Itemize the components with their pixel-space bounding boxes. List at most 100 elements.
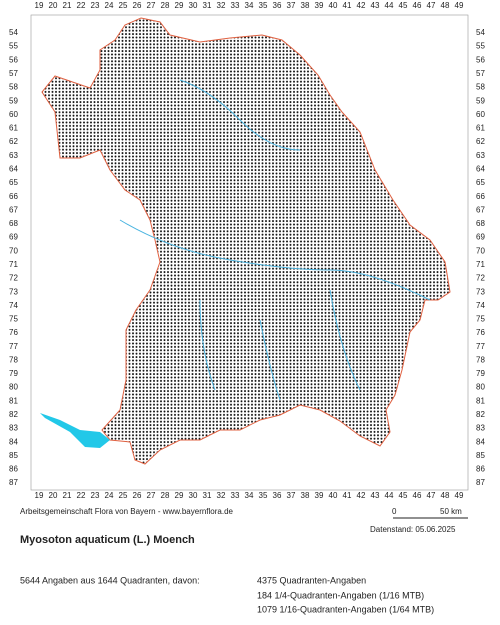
row-label: 69 — [476, 233, 485, 242]
row-label: 84 — [476, 437, 485, 446]
column-label: 26 — [133, 1, 142, 10]
map-frame — [30, 14, 469, 491]
column-label: 48 — [441, 491, 450, 500]
row-label: 60 — [476, 110, 485, 119]
column-label: 39 — [315, 1, 324, 10]
row-label: 59 — [9, 96, 18, 105]
column-label: 22 — [77, 1, 86, 10]
column-label: 36 — [273, 491, 282, 500]
column-label: 40 — [329, 491, 338, 500]
column-label: 26 — [133, 491, 142, 500]
column-label: 41 — [343, 491, 352, 500]
row-label: 60 — [9, 110, 18, 119]
row-label: 83 — [9, 424, 18, 433]
column-label: 25 — [119, 1, 128, 10]
rivers — [119, 79, 431, 401]
stats-line: 184 1/4-Quadranten-Angaben (1/16 MTB) — [257, 590, 424, 600]
row-label: 76 — [476, 328, 485, 337]
row-label: 77 — [476, 342, 485, 351]
row-label: 82 — [9, 410, 18, 419]
column-label: 49 — [455, 491, 464, 500]
scale-start: 0 — [392, 507, 397, 516]
column-label: 25 — [119, 491, 128, 500]
row-label: 78 — [476, 355, 485, 364]
row-label: 57 — [476, 69, 485, 78]
row-label: 62 — [9, 137, 18, 146]
stats-total: 5644 Angaben aus 1644 Quadranten, davon: — [20, 575, 200, 585]
row-label: 74 — [9, 301, 18, 310]
row-label: 64 — [9, 165, 18, 174]
row-label: 61 — [476, 124, 485, 133]
row-label: 78 — [9, 355, 18, 364]
column-label: 42 — [357, 1, 366, 10]
row-label: 71 — [9, 260, 18, 269]
row-label: 67 — [476, 205, 485, 214]
row-label: 79 — [476, 369, 485, 378]
column-label: 34 — [245, 1, 254, 10]
row-label: 65 — [9, 178, 18, 187]
column-label: 47 — [427, 1, 436, 10]
column-label: 20 — [49, 491, 58, 500]
row-label: 79 — [9, 369, 18, 378]
column-label: 23 — [91, 491, 100, 500]
column-label: 28 — [161, 491, 170, 500]
column-label: 27 — [147, 1, 156, 10]
column-label: 46 — [413, 491, 422, 500]
row-label: 75 — [476, 315, 485, 324]
row-label: 73 — [9, 287, 18, 296]
column-label: 44 — [385, 1, 394, 10]
row-label: 58 — [476, 83, 485, 92]
row-label: 86 — [476, 465, 485, 474]
column-label: 30 — [189, 491, 198, 500]
column-label: 38 — [301, 1, 310, 10]
column-label: 33 — [231, 1, 240, 10]
row-label: 74 — [476, 301, 485, 310]
row-label: 67 — [9, 205, 18, 214]
row-label: 56 — [9, 55, 18, 64]
column-label: 45 — [399, 1, 408, 10]
grid: 19 19 20 20 21 21 22 22 23 23 24 24 25 25 26 26 27 27 28 28… — [9, 1, 485, 500]
row-label: 55 — [9, 42, 18, 51]
stats-line: 1079 1/16-Quadranten-Angaben (1/64 MTB) — [257, 604, 434, 614]
column-label: 43 — [371, 1, 380, 10]
lake — [40, 413, 110, 448]
column-label: 41 — [343, 1, 352, 10]
column-label: 36 — [273, 1, 282, 10]
row-label: 86 — [9, 465, 18, 474]
row-label: 58 — [9, 83, 18, 92]
row-label: 83 — [476, 424, 485, 433]
row-label: 59 — [476, 96, 485, 105]
row-label: 64 — [476, 165, 485, 174]
column-label: 49 — [455, 1, 464, 10]
row-label: 76 — [9, 328, 18, 337]
row-label: 56 — [476, 55, 485, 64]
row-label: 81 — [476, 396, 485, 405]
column-label: 43 — [371, 491, 380, 500]
row-label: 66 — [476, 192, 485, 201]
stats-line: 4375 Quadranten-Angaben — [257, 575, 366, 585]
column-label: 29 — [175, 1, 184, 10]
column-label: 31 — [203, 1, 212, 10]
row-label: 80 — [9, 383, 18, 392]
row-label: 70 — [9, 246, 18, 255]
row-label: 69 — [9, 233, 18, 242]
column-label: 22 — [77, 491, 86, 500]
row-label: 68 — [9, 219, 18, 228]
credit: Arbeitsgemeinschaft Flora von Bayern - w… — [20, 507, 234, 516]
row-label: 66 — [9, 192, 18, 201]
column-label: 21 — [63, 1, 72, 10]
row-label: 72 — [476, 274, 485, 283]
scale-end: 50 km — [440, 507, 462, 516]
row-label: 80 — [476, 383, 485, 392]
region-outline — [41, 17, 451, 465]
column-label: 32 — [217, 491, 226, 500]
column-label: 37 — [287, 1, 296, 10]
column-label: 28 — [161, 1, 170, 10]
column-label: 39 — [315, 491, 324, 500]
row-label: 62 — [476, 137, 485, 146]
row-label: 54 — [9, 28, 18, 37]
column-label: 46 — [413, 1, 422, 10]
column-label: 42 — [357, 491, 366, 500]
column-label: 37 — [287, 491, 296, 500]
